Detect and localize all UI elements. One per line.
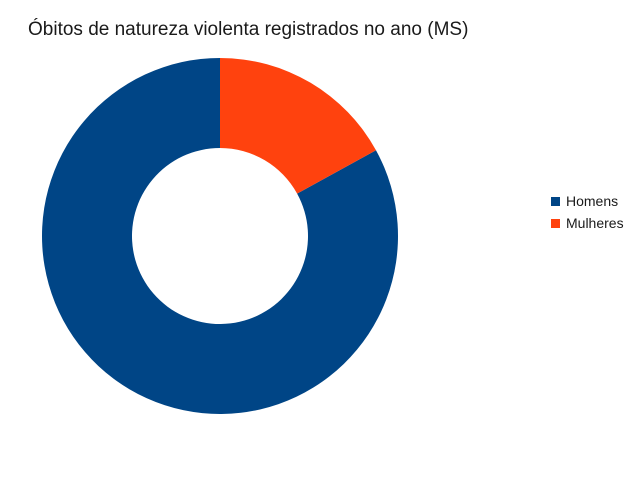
legend: Homens Mulheres: [551, 190, 624, 234]
legend-label-mulheres: Mulheres: [566, 215, 624, 231]
donut-slice-mulheres: [220, 58, 376, 194]
legend-item-mulheres: Mulheres: [551, 212, 624, 234]
legend-label-homens: Homens: [566, 193, 619, 209]
legend-swatch-homens: [551, 196, 560, 206]
donut-slice-homens: [42, 58, 398, 415]
chart-title: Óbitos de natureza violenta registrados …: [28, 19, 469, 40]
legend-item-homens: Homens: [551, 190, 624, 212]
legend-swatch-mulheres: [551, 218, 560, 228]
